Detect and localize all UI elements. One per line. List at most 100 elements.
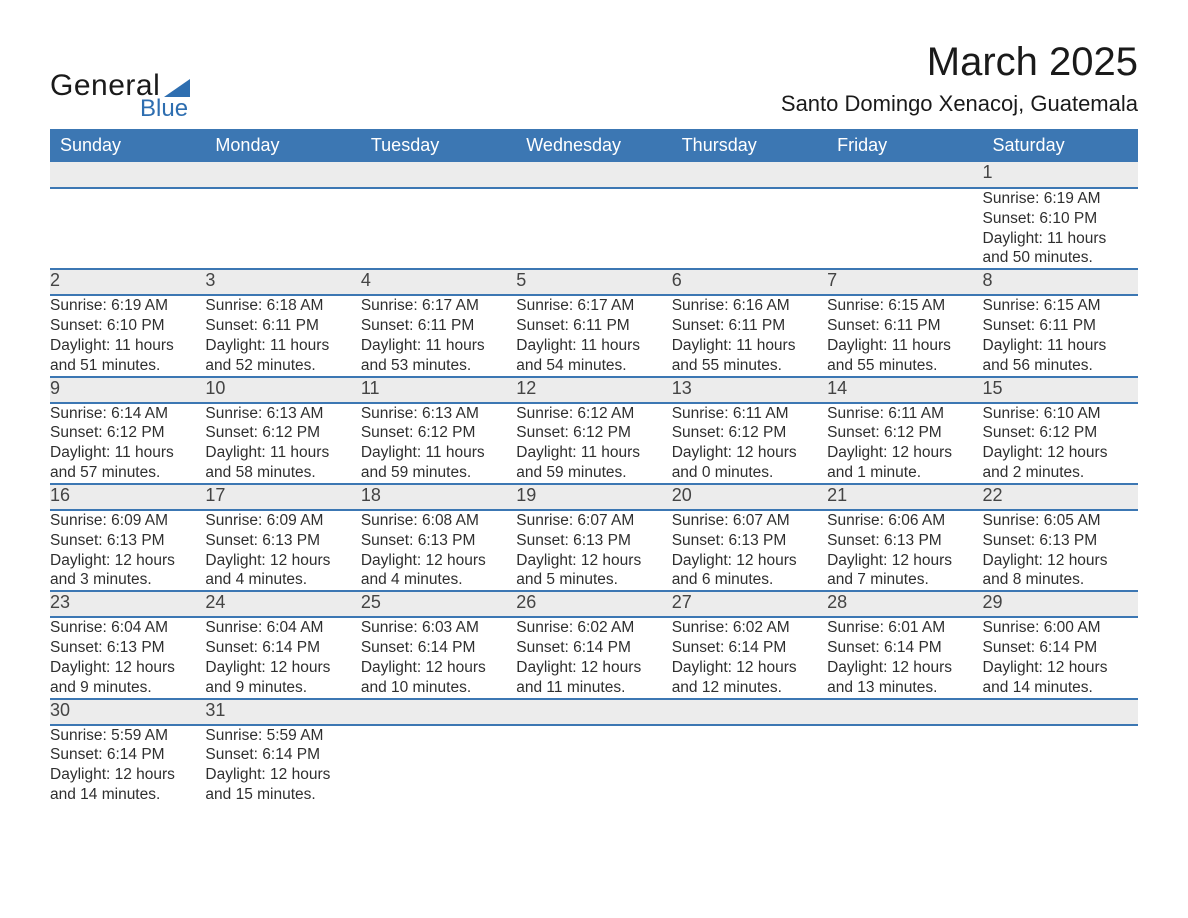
sunset-value: Sunset: 6:14 PM (205, 638, 360, 658)
day-detail-cell: Sunrise: 6:17 AMSunset: 6:11 PMDaylight:… (516, 295, 671, 376)
day-number-cell: 19 (516, 484, 671, 510)
sunrise-value: Sunrise: 6:13 AM (361, 404, 516, 424)
daylight-line2: and 5 minutes. (516, 570, 671, 590)
day-detail-cell: Sunrise: 6:18 AMSunset: 6:11 PMDaylight:… (205, 295, 360, 376)
sunrise-value: Sunrise: 6:01 AM (827, 618, 982, 638)
daylight-line1: Daylight: 12 hours (205, 765, 360, 785)
day-number-cell: 25 (361, 591, 516, 617)
day-detail-cell: Sunrise: 6:02 AMSunset: 6:14 PMDaylight:… (672, 617, 827, 698)
sunrise-value: Sunrise: 6:12 AM (516, 404, 671, 424)
day-detail-cell (361, 725, 516, 805)
daylight-line1: Daylight: 11 hours (361, 443, 516, 463)
sunset-value: Sunset: 6:13 PM (50, 531, 205, 551)
day-detail-cell: Sunrise: 6:15 AMSunset: 6:11 PMDaylight:… (827, 295, 982, 376)
title-block: March 2025 Santo Domingo Xenacoj, Guatem… (781, 40, 1138, 121)
day-number-cell: 31 (205, 699, 360, 725)
sunset-value: Sunset: 6:11 PM (361, 316, 516, 336)
daylight-line2: and 54 minutes. (516, 356, 671, 376)
day-detail-cell: Sunrise: 6:00 AMSunset: 6:14 PMDaylight:… (983, 617, 1138, 698)
daylight-line2: and 13 minutes. (827, 678, 982, 698)
page-header: General Blue March 2025 Santo Domingo Xe… (50, 40, 1138, 121)
sunrise-value: Sunrise: 6:08 AM (361, 511, 516, 531)
sunrise-value: Sunrise: 6:06 AM (827, 511, 982, 531)
day-detail-cell (672, 188, 827, 269)
day-detail-cell: Sunrise: 6:09 AMSunset: 6:13 PMDaylight:… (205, 510, 360, 591)
daylight-line2: and 53 minutes. (361, 356, 516, 376)
daylight-line2: and 58 minutes. (205, 463, 360, 483)
weekday-header: Saturday (983, 129, 1138, 162)
daylight-line1: Daylight: 12 hours (50, 765, 205, 785)
day-detail-cell: Sunrise: 6:11 AMSunset: 6:12 PMDaylight:… (827, 403, 982, 484)
sunrise-value: Sunrise: 6:09 AM (205, 511, 360, 531)
sunset-value: Sunset: 6:13 PM (516, 531, 671, 551)
day-number-cell (361, 699, 516, 725)
logo: General Blue (50, 71, 190, 121)
day-number-cell: 17 (205, 484, 360, 510)
daylight-line2: and 1 minute. (827, 463, 982, 483)
daylight-line2: and 57 minutes. (50, 463, 205, 483)
daylight-line2: and 55 minutes. (672, 356, 827, 376)
weekday-header: Thursday (672, 129, 827, 162)
sunrise-value: Sunrise: 6:19 AM (50, 296, 205, 316)
day-detail-cell: Sunrise: 6:05 AMSunset: 6:13 PMDaylight:… (983, 510, 1138, 591)
daylight-line2: and 2 minutes. (983, 463, 1138, 483)
daylight-line2: and 59 minutes. (361, 463, 516, 483)
daylight-line1: Daylight: 12 hours (672, 658, 827, 678)
daylight-line1: Daylight: 11 hours (516, 336, 671, 356)
day-detail-cell: Sunrise: 6:14 AMSunset: 6:12 PMDaylight:… (50, 403, 205, 484)
sunset-value: Sunset: 6:11 PM (672, 316, 827, 336)
day-number-cell: 20 (672, 484, 827, 510)
day-detail-cell (983, 725, 1138, 805)
day-detail-cell: Sunrise: 6:19 AMSunset: 6:10 PMDaylight:… (50, 295, 205, 376)
sunset-value: Sunset: 6:14 PM (205, 745, 360, 765)
day-detail-cell: Sunrise: 5:59 AMSunset: 6:14 PMDaylight:… (205, 725, 360, 805)
sunrise-value: Sunrise: 6:11 AM (672, 404, 827, 424)
daylight-line1: Daylight: 11 hours (516, 443, 671, 463)
day-detail-row: Sunrise: 6:14 AMSunset: 6:12 PMDaylight:… (50, 403, 1138, 484)
daylight-line2: and 15 minutes. (205, 785, 360, 805)
daylight-line1: Daylight: 12 hours (983, 658, 1138, 678)
day-number-row: 3031 (50, 699, 1138, 725)
sunrise-value: Sunrise: 5:59 AM (205, 726, 360, 746)
day-number-cell: 3 (205, 269, 360, 295)
daylight-line1: Daylight: 12 hours (516, 551, 671, 571)
day-number-cell: 14 (827, 377, 982, 403)
day-number-cell: 1 (983, 162, 1138, 188)
day-detail-cell (516, 725, 671, 805)
sunset-value: Sunset: 6:11 PM (205, 316, 360, 336)
day-detail-cell (827, 725, 982, 805)
sunset-value: Sunset: 6:14 PM (672, 638, 827, 658)
sunrise-value: Sunrise: 6:02 AM (672, 618, 827, 638)
daylight-line2: and 52 minutes. (205, 356, 360, 376)
day-detail-cell: Sunrise: 6:10 AMSunset: 6:12 PMDaylight:… (983, 403, 1138, 484)
calendar-table: Sunday Monday Tuesday Wednesday Thursday… (50, 129, 1138, 805)
day-detail-cell: Sunrise: 6:07 AMSunset: 6:13 PMDaylight:… (672, 510, 827, 591)
day-number-cell: 16 (50, 484, 205, 510)
day-number-cell: 27 (672, 591, 827, 617)
sunset-value: Sunset: 6:14 PM (827, 638, 982, 658)
sunset-value: Sunset: 6:13 PM (983, 531, 1138, 551)
sail-icon (164, 79, 190, 97)
daylight-line1: Daylight: 12 hours (827, 443, 982, 463)
sunrise-value: Sunrise: 6:00 AM (983, 618, 1138, 638)
day-detail-cell: Sunrise: 6:01 AMSunset: 6:14 PMDaylight:… (827, 617, 982, 698)
daylight-line1: Daylight: 11 hours (50, 443, 205, 463)
day-detail-cell: Sunrise: 6:17 AMSunset: 6:11 PMDaylight:… (361, 295, 516, 376)
day-number-cell: 6 (672, 269, 827, 295)
weekday-header: Wednesday (516, 129, 671, 162)
daylight-line2: and 3 minutes. (50, 570, 205, 590)
day-number-cell (516, 162, 671, 188)
daylight-line2: and 7 minutes. (827, 570, 982, 590)
daylight-line2: and 0 minutes. (672, 463, 827, 483)
day-detail-cell (361, 188, 516, 269)
weekday-header: Tuesday (361, 129, 516, 162)
logo-word-2: Blue (140, 97, 190, 121)
daylight-line2: and 14 minutes. (983, 678, 1138, 698)
daylight-line1: Daylight: 11 hours (50, 336, 205, 356)
day-number-cell: 24 (205, 591, 360, 617)
day-number-cell: 12 (516, 377, 671, 403)
day-number-cell: 26 (516, 591, 671, 617)
day-detail-cell: Sunrise: 6:13 AMSunset: 6:12 PMDaylight:… (361, 403, 516, 484)
day-detail-row: Sunrise: 6:04 AMSunset: 6:13 PMDaylight:… (50, 617, 1138, 698)
day-detail-cell (672, 725, 827, 805)
